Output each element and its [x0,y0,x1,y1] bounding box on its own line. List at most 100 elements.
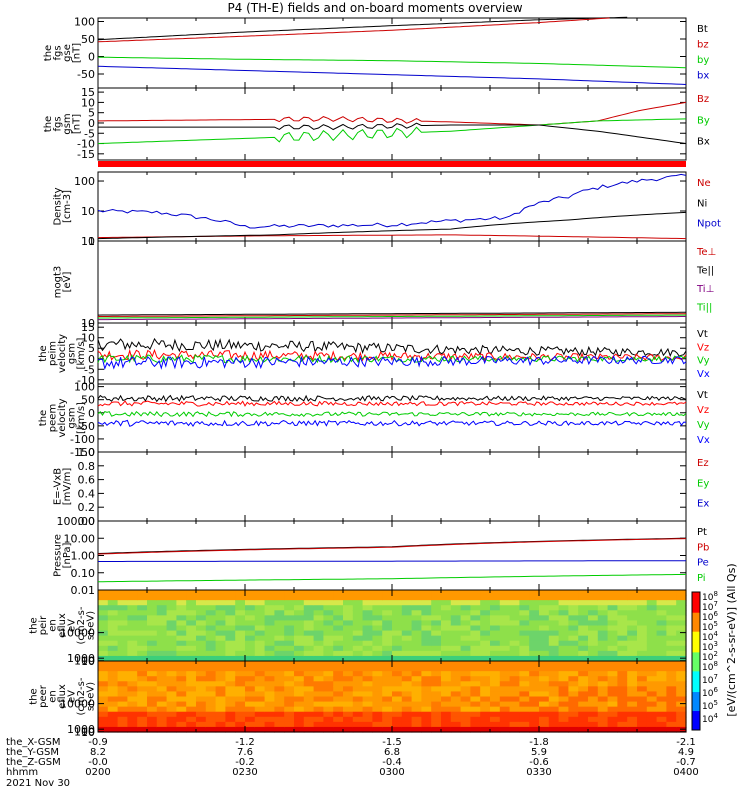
heatmap-cell [333,600,344,606]
heatmap-cell [303,590,315,596]
heatmap-cell [264,701,275,708]
heatmap-cell [107,640,119,647]
y-axis-label: Pressure[nPa] [52,534,73,577]
colorbar-swatch [692,609,700,612]
y-tick-label: -150 [70,446,95,459]
heatmap-cell [137,691,148,698]
heatmap-cell [274,645,285,652]
x-row-label: the_X-GSM [6,737,60,748]
heatmap-cell [460,590,471,596]
heatmap-cell [637,605,648,611]
y-axis-label-line: [nPa] [62,542,73,568]
heatmap-cell [147,595,158,601]
y-axis-label-line: [nT] [71,43,82,63]
heatmap-cell [519,701,530,708]
colorbar-label: [eV/(cm^2-s-sr-eV)] (All Qs) [725,563,738,716]
heatmap-cell [421,701,432,708]
y-tick-label: 100 [74,16,95,29]
heatmap-cell [98,650,109,657]
heatmap-cell [294,681,305,687]
heatmap-cell [294,671,305,677]
x-date-label: 2021 Nov 30 [6,778,70,789]
heatmap-cell [303,666,315,672]
chart-title: P4 (TH-E) fields and on-board moments ov… [227,1,523,15]
legend-entry: Pb [697,542,709,553]
heatmap-cell [382,645,393,652]
y-axis-label-line: eflux [57,684,68,709]
heatmap-cell [568,666,579,672]
heatmap-cell [303,686,315,693]
heatmap-cell [303,711,315,718]
heatmap-cell [137,635,148,642]
heatmap-cell [107,726,119,733]
heatmap-cell [656,691,667,698]
heatmap-cell [460,691,471,698]
heatmap-cell [656,706,667,713]
x-tick-label: -1.8 [529,737,549,748]
heatmap-cell [235,595,246,601]
heatmap-cell [646,605,658,611]
y-axis-label-line: [eV] [62,272,73,293]
heatmap-cell [548,686,560,693]
heatmap-cell [186,711,197,718]
heatmap-cell [343,610,354,616]
heatmap-cell [205,681,217,687]
heatmap-cell [205,630,217,637]
heatmap-cell [676,721,687,728]
heatmap-cell [450,605,462,611]
heatmap-cell [617,630,628,637]
heatmap-cell [421,691,432,698]
heatmap-cell [176,696,187,703]
heatmap-cell [362,640,373,647]
heatmap-cell [627,600,638,606]
heatmap-cell [401,620,413,627]
heatmap-cell [539,676,550,682]
heatmap-cell [578,645,589,652]
heatmap-cell [117,676,128,682]
heatmap-cell [558,671,569,677]
heatmap-cell [333,635,344,642]
heatmap-cell [480,650,491,657]
heatmap-cell [421,696,432,703]
heatmap-cell [186,600,197,606]
y-axis-label: mogt3[eV] [52,266,73,299]
heatmap-cell [588,590,599,596]
heatmap-cell [127,701,138,708]
heatmap-cell [323,655,334,662]
heatmap-cell [666,605,677,611]
heatmap-cell [441,655,452,662]
x-tick-label: 7.6 [237,747,253,758]
heatmap-cell [431,630,442,637]
heatmap-cell [666,676,677,682]
heatmap-cell [411,590,422,596]
heatmap-cell [176,605,187,611]
heatmap-cell [205,645,217,652]
heatmap-cell [470,716,481,723]
colorbar-swatch [692,597,700,600]
heatmap-cell [460,655,471,662]
heatmap-cell [137,605,148,611]
heatmap-cell [509,676,520,682]
heatmap-cell [323,716,334,723]
heatmap-cell [558,655,569,662]
heatmap-cell [548,610,560,616]
heatmap-cell [392,671,403,677]
heatmap-cell [499,635,511,642]
y-axis-label-line: the [38,345,49,361]
y-axis-label-line: peer [38,684,49,708]
heatmap-cell [627,650,638,657]
heatmap-cell [499,716,511,723]
heatmap-cell [156,686,168,693]
heatmap-cell [372,625,383,632]
heatmap-cell [176,590,187,596]
y-tick-label: 10 [81,726,95,739]
heatmap-cell [98,721,109,728]
heatmap-cell [333,605,344,611]
heatmap-cell [617,726,628,733]
heatmap-cell [607,676,618,682]
series-pe [98,560,686,562]
heatmap-cell [362,645,373,652]
heatmap-cell [323,706,334,713]
heatmap-cell [166,630,177,637]
